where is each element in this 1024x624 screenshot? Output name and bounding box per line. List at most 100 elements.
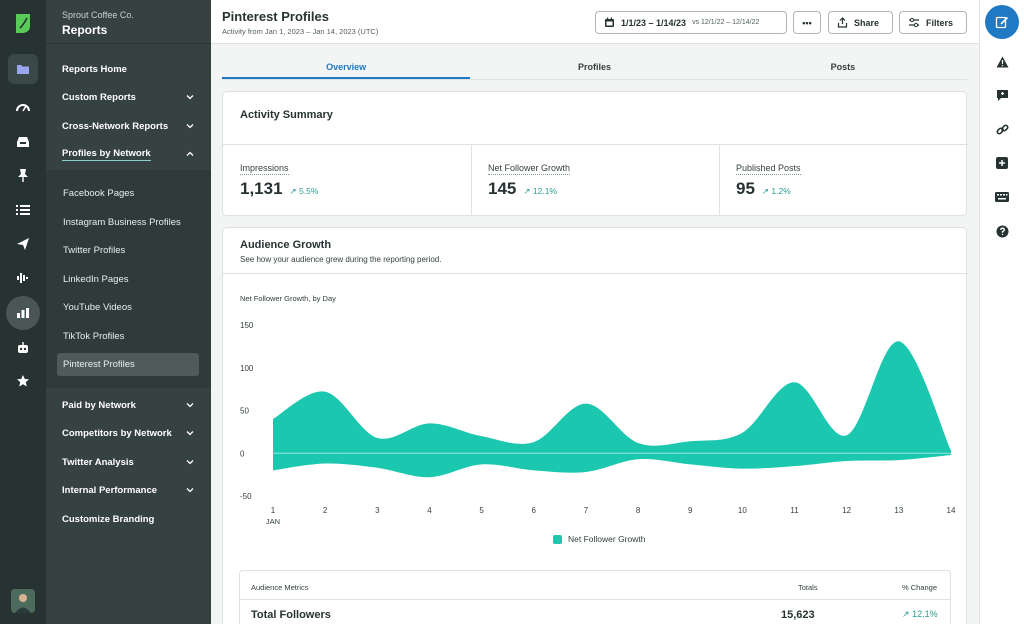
page-subtitle: Activity from Jan 1, 2023 – Jan 14, 2023… xyxy=(222,27,379,36)
sidebar-item-label: Profiles by Network xyxy=(62,147,151,161)
link-icon[interactable] xyxy=(994,121,1010,137)
sidebar-subitem-twitter-profiles[interactable]: Twitter Profiles xyxy=(63,245,126,256)
delta-value: 12.1% xyxy=(532,186,557,196)
add-icon[interactable] xyxy=(994,155,1010,171)
metric-value: 145 xyxy=(488,179,517,198)
sidebar-item-competitors-by-network[interactable]: Competitors by Network xyxy=(62,425,195,441)
calendar-icon xyxy=(605,17,614,27)
x-tick-label: 2 xyxy=(323,506,328,515)
y-tick-label: 0 xyxy=(240,449,245,458)
sidebar-subitem-facebook-pages[interactable]: Facebook Pages xyxy=(63,188,135,199)
date-range-label: 1/1/23 – 1/14/23 xyxy=(621,17,687,28)
bar-chart-icon[interactable] xyxy=(6,296,40,330)
tab-posts[interactable]: Posts xyxy=(830,62,856,72)
sidebar-subitem-linkedin-pages[interactable]: LinkedIn Pages xyxy=(63,274,129,285)
x-tick-label: 14 xyxy=(947,506,956,515)
inbox-icon[interactable] xyxy=(8,127,38,157)
metric-delta: ↗ 12.1% xyxy=(523,186,557,197)
sidebar-item-paid-by-network[interactable]: Paid by Network xyxy=(62,397,195,413)
sidebar-item-custom-reports[interactable]: Custom Reports xyxy=(62,89,195,105)
feedback-icon[interactable] xyxy=(994,87,1010,103)
divider xyxy=(223,144,968,145)
report-tabs: Overview Profiles Posts xyxy=(222,56,967,80)
sidebar-subitem-instagram-business-profiles[interactable]: Instagram Business Profiles xyxy=(63,217,181,228)
x-tick-label: 5 xyxy=(479,506,484,515)
chevron-down-icon xyxy=(186,403,194,408)
tab-profiles[interactable]: Profiles xyxy=(577,62,611,72)
metric-net-follower-growth: Net Follower Growth 145 ↗ 12.1% xyxy=(471,144,719,216)
metric-label[interactable]: Net Follower Growth xyxy=(488,163,571,175)
metric-label[interactable]: Published Posts xyxy=(736,163,801,175)
list-icon[interactable] xyxy=(8,195,38,225)
help-icon[interactable] xyxy=(994,223,1010,239)
sidebar-item-label: Internal Performance xyxy=(62,484,158,496)
arrow-up-right-icon: ↗ xyxy=(902,609,910,619)
metric-label[interactable]: Impressions xyxy=(240,163,289,175)
series-area xyxy=(273,341,951,478)
sidebar-header: Sprout Coffee Co. Reports xyxy=(46,0,211,44)
sidebar-subitem-pinterest-profiles[interactable]: Pinterest Profiles xyxy=(57,353,199,376)
metric-impressions: Impressions 1,131 ↗ 5.5% xyxy=(223,144,471,216)
x-tick-label: 6 xyxy=(532,506,537,515)
star-icon[interactable] xyxy=(8,366,38,396)
share-icon xyxy=(837,17,848,28)
divider xyxy=(471,144,472,216)
table-row-change: ↗ 12.1% xyxy=(902,609,938,620)
profiles-by-network-submenu: Facebook Pages Instagram Business Profil… xyxy=(46,170,211,388)
sidebar-item-twitter-analysis[interactable]: Twitter Analysis xyxy=(62,454,195,470)
main-content: Pinterest Profiles Activity from Jan 1, … xyxy=(211,0,979,624)
change-value: 12.1% xyxy=(912,609,938,619)
folder-icon[interactable] xyxy=(8,54,38,84)
user-avatar[interactable] xyxy=(11,589,35,613)
more-options-button[interactable]: ••• xyxy=(793,11,821,34)
audience-growth-card: Audience Growth See how your audience gr… xyxy=(222,227,968,624)
compose-icon xyxy=(995,16,1009,29)
chart-label: Net Follower Growth, by Day xyxy=(240,294,336,303)
sidebar-subitem-youtube-videos[interactable]: YouTube Videos xyxy=(63,302,132,313)
arrow-up-right-icon: ↗ xyxy=(289,186,297,196)
compose-button[interactable] xyxy=(985,5,1019,39)
filters-button[interactable]: Filters xyxy=(899,11,967,34)
metric-value: 95 xyxy=(736,179,755,198)
sidebar-item-label: Competitors by Network xyxy=(62,427,172,439)
activity-summary-card: Activity Summary Impressions 1,131 ↗ 5.5… xyxy=(222,91,968,216)
delta-value: 1.2% xyxy=(771,186,791,196)
divider xyxy=(240,599,950,600)
date-range-button[interactable]: 1/1/23 – 1/14/23 vs 12/1/22 – 12/14/22 xyxy=(595,11,787,34)
table-header-metrics: Audience Metrics xyxy=(251,583,309,592)
x-tick-label: 1 xyxy=(271,506,276,515)
sidebar-item-label: Cross-Network Reports xyxy=(62,120,169,132)
gauge-icon[interactable] xyxy=(8,92,38,122)
bot-icon[interactable] xyxy=(8,333,38,363)
sidebar-item-customize-branding[interactable]: Customize Branding xyxy=(62,511,195,527)
sidebar-item-profiles-by-network[interactable]: Profiles by Network xyxy=(62,146,195,162)
sidebar-item-internal-performance[interactable]: Internal Performance xyxy=(62,482,195,498)
sidebar-item-label: Custom Reports xyxy=(62,91,136,103)
org-name: Sprout Coffee Co. xyxy=(62,10,134,20)
divider xyxy=(719,144,720,216)
sidebar-item-label: Paid by Network xyxy=(62,399,136,411)
x-tick-label: 13 xyxy=(894,506,903,515)
sprout-logo-icon[interactable] xyxy=(12,11,34,35)
audience-growth-subtitle: See how your audience grew during the re… xyxy=(240,255,442,264)
table-header-change: % Change xyxy=(902,583,938,592)
keyboard-icon[interactable] xyxy=(994,189,1010,205)
chevron-down-icon xyxy=(186,95,194,100)
chart-legend[interactable]: Net Follower Growth xyxy=(553,534,645,544)
share-button[interactable]: Share xyxy=(828,11,893,34)
table-row-label: Total Followers xyxy=(251,609,331,621)
alert-icon[interactable] xyxy=(994,54,1010,70)
delta-value: 5.5% xyxy=(299,186,319,196)
divider xyxy=(223,273,968,274)
sidebar-subitem-tiktok-profiles[interactable]: TikTok Profiles xyxy=(63,331,125,342)
audio-wave-icon[interactable] xyxy=(8,263,38,293)
global-nav-rail xyxy=(0,0,46,624)
y-tick-label: 150 xyxy=(240,321,254,330)
sidebar-item-cross-network-reports[interactable]: Cross-Network Reports xyxy=(62,118,195,134)
sidebar-item-reports-home[interactable]: Reports Home xyxy=(62,61,195,77)
tab-overview[interactable]: Overview xyxy=(222,56,471,79)
y-tick-label: -50 xyxy=(240,492,252,501)
page-title: Pinterest Profiles xyxy=(222,9,329,24)
pin-icon[interactable] xyxy=(8,160,38,190)
send-icon[interactable] xyxy=(8,229,38,259)
